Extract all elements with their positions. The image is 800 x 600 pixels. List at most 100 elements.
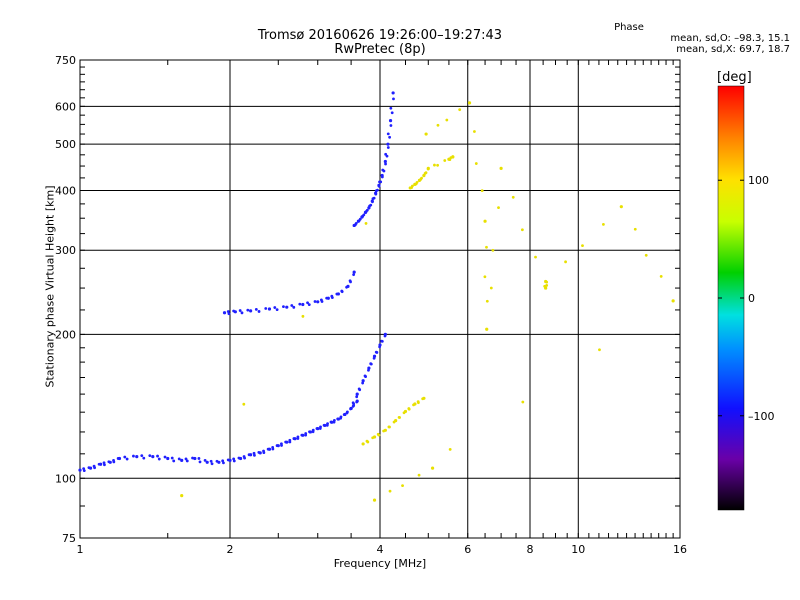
- x-axis-label: Frequency [MHz]: [333, 557, 427, 570]
- data-point: [351, 401, 355, 405]
- data-point: [280, 444, 283, 447]
- data-point: [198, 460, 202, 464]
- data-point: [417, 473, 421, 477]
- data-point: [423, 172, 427, 175]
- data-point: [383, 428, 387, 432]
- data-point: [238, 456, 243, 461]
- data-point: [254, 307, 258, 311]
- data-point: [368, 204, 371, 208]
- data-point: [581, 244, 584, 248]
- y-tick-label: 100: [55, 472, 76, 485]
- data-point: [483, 275, 487, 279]
- data-point: [267, 307, 272, 311]
- data-point: [336, 292, 340, 296]
- y-tick-label: 300: [55, 244, 76, 257]
- data-point: [132, 454, 135, 458]
- data-point: [316, 300, 320, 304]
- data-points: [78, 91, 675, 502]
- data-point: [232, 459, 236, 463]
- data-point: [180, 493, 184, 498]
- data-point: [388, 489, 392, 493]
- data-point: [489, 286, 493, 290]
- data-point: [228, 458, 232, 462]
- data-point: [564, 260, 567, 264]
- data-point: [156, 454, 159, 458]
- x-tick-label: 2: [227, 543, 234, 556]
- data-point: [659, 274, 663, 278]
- data-point: [340, 290, 344, 294]
- y-tick-label: 400: [55, 184, 76, 197]
- data-point: [430, 466, 435, 470]
- data-point: [108, 460, 112, 464]
- data-point: [273, 306, 277, 309]
- data-point: [353, 223, 357, 227]
- data-point: [352, 270, 356, 274]
- data-point: [148, 454, 152, 458]
- data-point: [203, 458, 207, 462]
- data-point: [205, 460, 209, 464]
- data-point: [361, 442, 365, 446]
- data-point: [326, 296, 330, 300]
- data-point: [363, 374, 367, 378]
- data-point: [378, 343, 382, 347]
- data-point: [384, 152, 388, 156]
- data-point: [388, 425, 391, 429]
- data-point: [262, 451, 266, 454]
- data-point: [374, 191, 378, 195]
- data-point: [384, 162, 387, 166]
- y-tick-label: 750: [55, 54, 76, 67]
- data-point: [142, 456, 146, 460]
- data-point: [242, 402, 246, 406]
- data-point: [372, 435, 377, 439]
- data-point: [306, 301, 309, 305]
- data-point: [436, 163, 440, 167]
- data-point: [414, 182, 418, 186]
- data-point: [348, 279, 352, 283]
- data-point: [117, 456, 122, 461]
- phase-x-stats: mean, sd,X: 69.7, 18.7: [676, 44, 790, 55]
- data-point: [163, 455, 167, 459]
- y-tick-label: 75: [62, 532, 76, 545]
- data-point: [480, 189, 484, 193]
- data-point: [88, 466, 93, 470]
- data-point: [413, 402, 417, 406]
- data-point: [330, 420, 334, 424]
- data-point: [276, 444, 280, 448]
- data-point: [383, 159, 387, 164]
- data-point: [410, 186, 413, 190]
- data-point: [451, 155, 455, 159]
- data-point: [177, 457, 181, 461]
- grid: [80, 60, 680, 538]
- data-point: [222, 461, 225, 465]
- data-point: [125, 457, 129, 461]
- data-point: [392, 97, 395, 101]
- x-tick-label: 4: [377, 543, 384, 556]
- data-point: [313, 300, 317, 303]
- data-point: [285, 440, 289, 444]
- data-point: [249, 309, 253, 313]
- data-point: [374, 189, 378, 193]
- data-point: [298, 302, 302, 306]
- chart-subtitle: RwPretec (8p): [334, 42, 426, 57]
- data-point: [377, 183, 381, 187]
- data-point: [448, 447, 452, 451]
- data-point: [369, 362, 373, 366]
- data-point: [491, 248, 495, 252]
- data-point: [253, 453, 256, 457]
- data-point: [458, 108, 462, 112]
- data-point: [93, 466, 96, 470]
- data-point: [389, 106, 393, 110]
- y-tick-label: 200: [55, 328, 76, 341]
- data-point: [361, 379, 365, 383]
- data-point: [346, 284, 350, 289]
- data-point: [364, 222, 368, 225]
- data-point: [307, 303, 311, 307]
- data-point: [355, 399, 359, 403]
- colorbar-tick-label: 0: [748, 292, 755, 305]
- data-point: [499, 166, 503, 170]
- axis-ticks: 1 2 4 6 8 10 16 75 100 200 300 400 500 600 750: [55, 54, 687, 556]
- data-point: [99, 462, 103, 466]
- data-point: [671, 299, 675, 303]
- data-point: [355, 395, 359, 399]
